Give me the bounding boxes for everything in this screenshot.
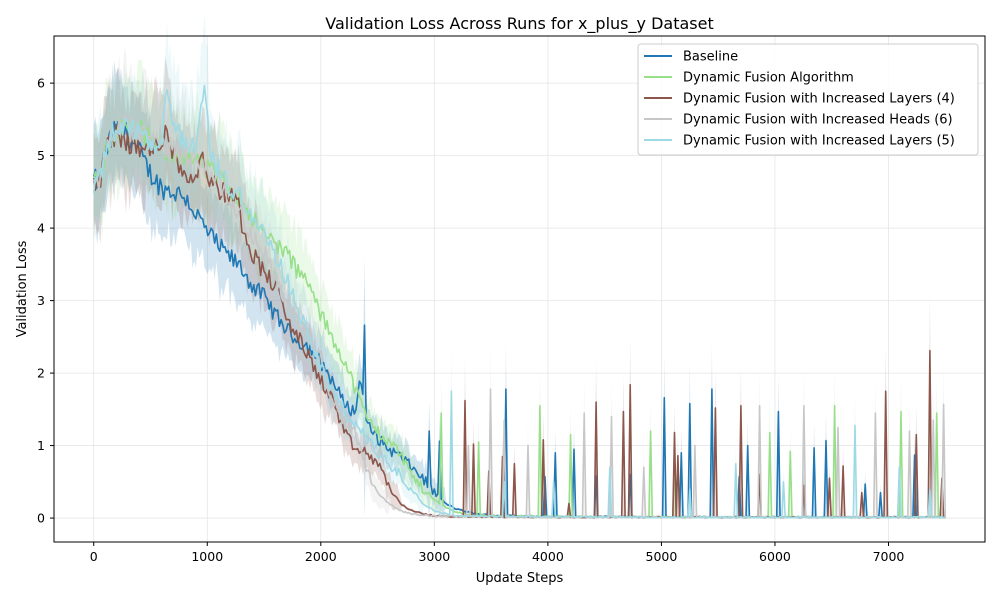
series-band [93,47,946,519]
legend: Baseline Dynamic Fusion Algorithm Dynamic … [637,43,979,156]
chart-title: Validation Loss Across Runs for x_plus_y… [325,14,713,34]
x-tick-label: 2000 [305,549,337,564]
x-axis-label: Update Steps [476,571,564,586]
legend-label: Dynamic Fusion Algorithm [683,71,854,86]
x-tick-label: 4000 [532,549,564,564]
y-tick-label: 4 [37,221,45,236]
legend-label: Dynamic Fusion with Increased Layers (4) [683,92,955,107]
legend-label: Dynamic Fusion with Increased Heads (6) [683,113,953,128]
plot-frame [53,35,986,543]
legend-label: Baseline [683,50,738,65]
x-tick-label: 6000 [759,549,791,564]
y-axis-label: Validation Loss [15,240,30,337]
series-line [92,115,947,519]
line-layer [92,84,947,519]
legend-label: Dynamic Fusion with Increased Layers (5) [683,134,955,149]
y-tick-label: 2 [37,366,45,381]
legend-box [637,43,979,156]
tick-layer: 0 1000 2000 3000 4000 5000 6000 7000 0 1 2 3 4 5 6 [37,76,904,564]
y-tick-label: 6 [37,76,45,91]
y-tick-label: 1 [37,438,45,453]
y-tick-label: 5 [37,148,45,163]
x-tick-label: 0 [90,549,98,564]
x-tick-label: 1000 [191,549,223,564]
x-tick-label: 7000 [873,549,905,564]
y-tick-label: 3 [37,293,45,308]
series-band [93,11,946,519]
series-band [93,57,946,519]
series-line [92,84,946,519]
y-tick-label: 0 [37,511,45,526]
x-tick-label: 5000 [646,549,678,564]
series-band [93,58,946,519]
x-tick-label: 3000 [418,549,450,564]
